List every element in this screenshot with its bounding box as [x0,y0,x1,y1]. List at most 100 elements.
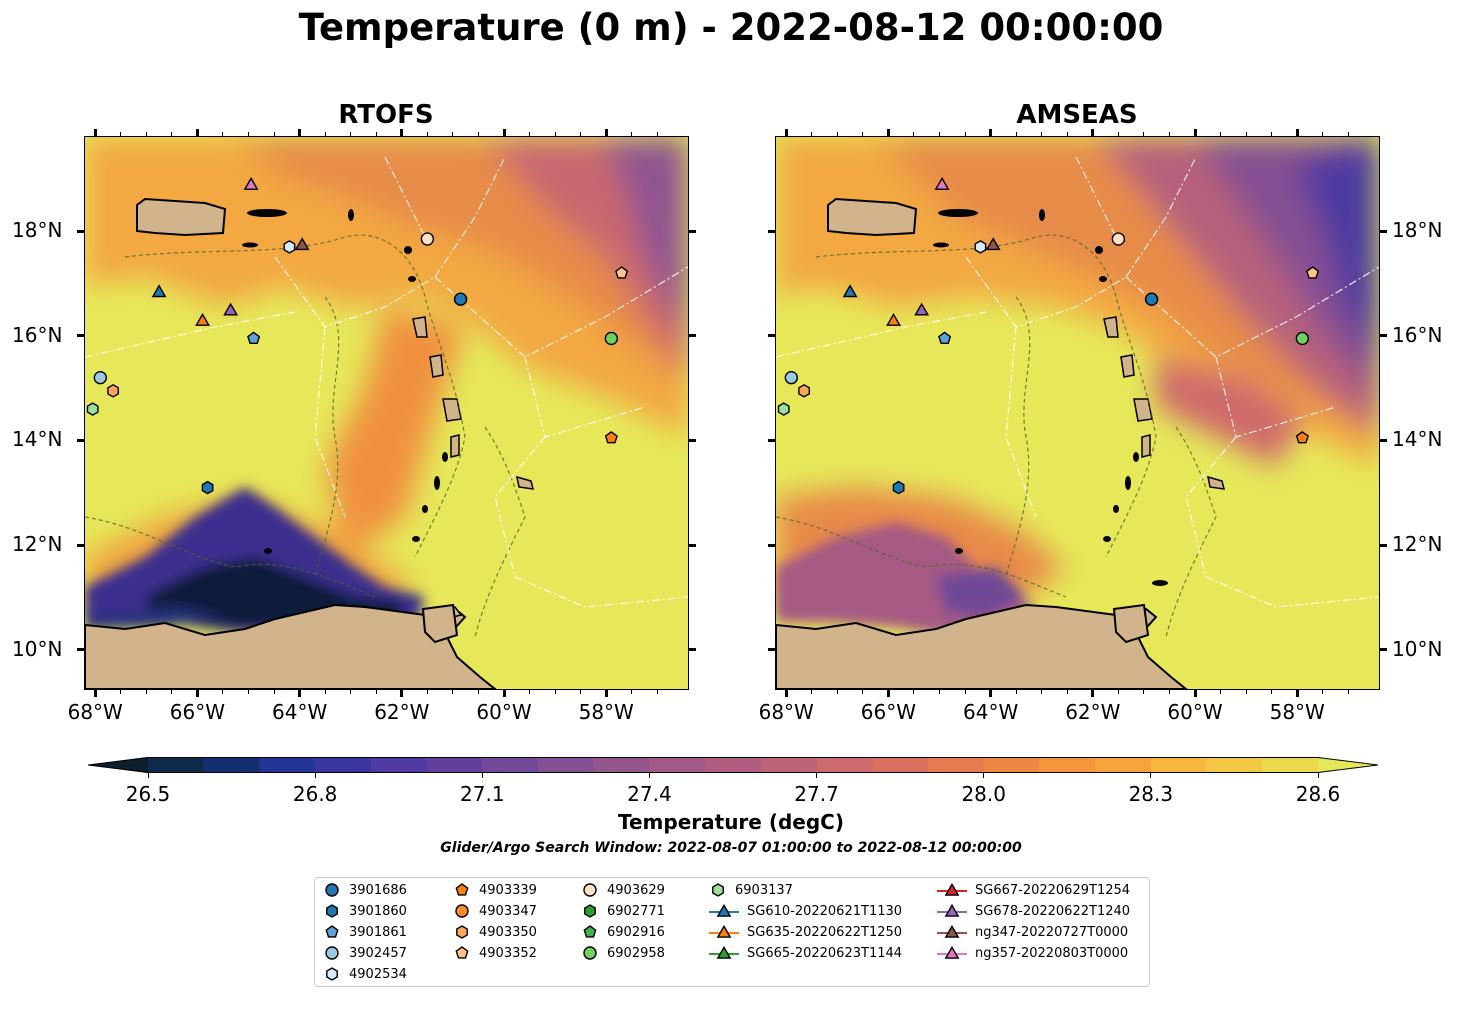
colorbar [88,757,1378,773]
lat-tick-left [768,334,775,338]
observation-markers[interactable] [777,177,1320,495]
lon-tick-top [1295,129,1299,136]
legend-symbol[interactable] [456,925,468,939]
legend-symbol[interactable] [716,924,732,938]
observation-marker-3901861[interactable] [938,331,952,345]
observation-marker-SG635-20220622T1250[interactable] [195,313,211,326]
legend-label: 6902771 [607,903,665,919]
colorbar-segment [872,757,929,773]
lon-tick-label: 64°W [963,700,1019,724]
legend-symbol[interactable] [455,946,469,959]
legend-symbol[interactable] [583,883,597,897]
legend-symbol[interactable] [326,904,338,918]
observation-marker-3901861[interactable] [247,331,261,345]
legend-symbol[interactable] [584,904,596,918]
observation-marker-ng347-20220727T0000[interactable] [294,237,310,251]
legend-label: ng357-20220803T0000 [975,945,1129,961]
observation-marker-4902534[interactable] [283,240,296,254]
lon-minor-tick [580,132,582,136]
observation-marker-3902457[interactable] [784,370,799,385]
legend-item: SG667-20220629T1254 [937,880,1130,900]
legend-symbol[interactable] [325,925,339,938]
observation-marker-SG678-20220622T1240[interactable] [223,302,239,316]
colorbar-tick-label: 28.0 [961,782,1006,806]
colorbar-tick-label: 26.8 [292,782,338,806]
legend-item: 3902457 [323,943,407,963]
lon-minor-tick [913,690,915,694]
legend-symbol[interactable] [326,967,338,981]
lon-minor-tick [836,690,838,694]
observation-marker-4903350[interactable] [107,383,119,398]
observation-marker-SG610-20220621T1130[interactable] [151,284,167,298]
observation-marker-3902457[interactable] [93,370,108,385]
observation-marker-4903352[interactable] [1306,266,1320,279]
observation-marker-ng357-20220803T0000[interactable] [243,177,259,190]
legend-symbol[interactable] [583,925,597,938]
legend-symbol[interactable] [944,882,960,896]
legend-symbol[interactable] [325,946,339,960]
colorbar-segment [1150,757,1208,773]
legend-symbol[interactable] [716,903,732,917]
lon-tick-label: 58°W [1269,700,1325,724]
colorbar-segment [482,757,539,773]
observation-marker-4903352[interactable] [615,266,629,279]
legend-symbol[interactable] [325,883,339,897]
colorbar-segment [426,757,483,773]
lon-minor-tick [656,690,658,694]
legend-marker-triangle-icon [709,924,739,938]
observation-markers[interactable] [86,177,629,495]
lat-tick-right [689,543,696,547]
lon-tick-bottom [502,690,506,697]
observation-marker-ng357-20220803T0000[interactable] [934,177,950,190]
legend-symbol[interactable] [712,883,724,897]
legend-label: SG678-20220622T1240 [975,903,1131,919]
observation-marker-6903137[interactable] [777,402,790,416]
legend-marker-hexagon-icon [584,904,596,918]
lon-tick-top [989,129,993,136]
lon-minor-tick [964,132,966,136]
observation-marker-SG678-20220622T1240[interactable] [914,302,930,316]
observation-marker-4903350[interactable] [798,383,810,398]
lon-minor-tick [273,132,275,136]
lon-tick-label: 66°W [169,700,226,724]
legend-symbol[interactable] [455,904,469,918]
observation-marker-3901686[interactable] [453,292,468,306]
observation-marker-3901860[interactable] [892,480,905,495]
observation-marker-4903629[interactable] [1111,232,1126,246]
lat-tick-right [689,229,696,233]
observation-marker-6903137[interactable] [86,402,99,416]
lon-minor-tick [1117,132,1119,136]
legend-symbol[interactable] [944,945,960,959]
observation-marker-6902958[interactable] [1295,331,1310,346]
lon-minor-tick [1220,690,1222,694]
legend-marker-circle-icon [325,946,339,960]
observation-marker-4903339[interactable] [1295,431,1309,444]
lon-minor-tick [1117,690,1119,694]
lon-tick-top [195,129,199,136]
colorbar-tick [147,773,149,778]
observation-marker-4903339[interactable] [604,431,618,444]
lon-minor-tick [1168,690,1170,694]
legend-symbol[interactable] [716,945,732,959]
observation-marker-4903629[interactable] [420,232,435,246]
lat-tick-left [77,543,84,547]
lat-tick-right [689,438,696,442]
temperature-field-rtofs [85,137,688,689]
observation-marker-3901860[interactable] [201,480,214,495]
observation-marker-ng347-20220727T0000[interactable] [985,237,1001,251]
observation-marker-SG635-20220622T1250[interactable] [886,313,902,326]
observation-marker-3901686[interactable] [1144,292,1159,306]
legend-symbol[interactable] [455,883,469,896]
observation-marker-SG610-20220621T1130[interactable] [842,284,858,298]
legend-item: 4902534 [323,964,407,984]
panel-title-rtofs: RTOFS [338,100,434,130]
legend-symbol[interactable] [583,946,597,960]
observation-marker-6902958[interactable] [604,331,619,346]
lon-minor-tick [375,690,377,694]
lon-tick-bottom [1295,690,1299,697]
legend-symbol[interactable] [944,924,960,938]
observation-marker-4902534[interactable] [974,240,987,254]
legend-symbol[interactable] [944,903,960,917]
legend-marker-triangle-icon [937,945,967,959]
lon-minor-tick [426,132,428,136]
